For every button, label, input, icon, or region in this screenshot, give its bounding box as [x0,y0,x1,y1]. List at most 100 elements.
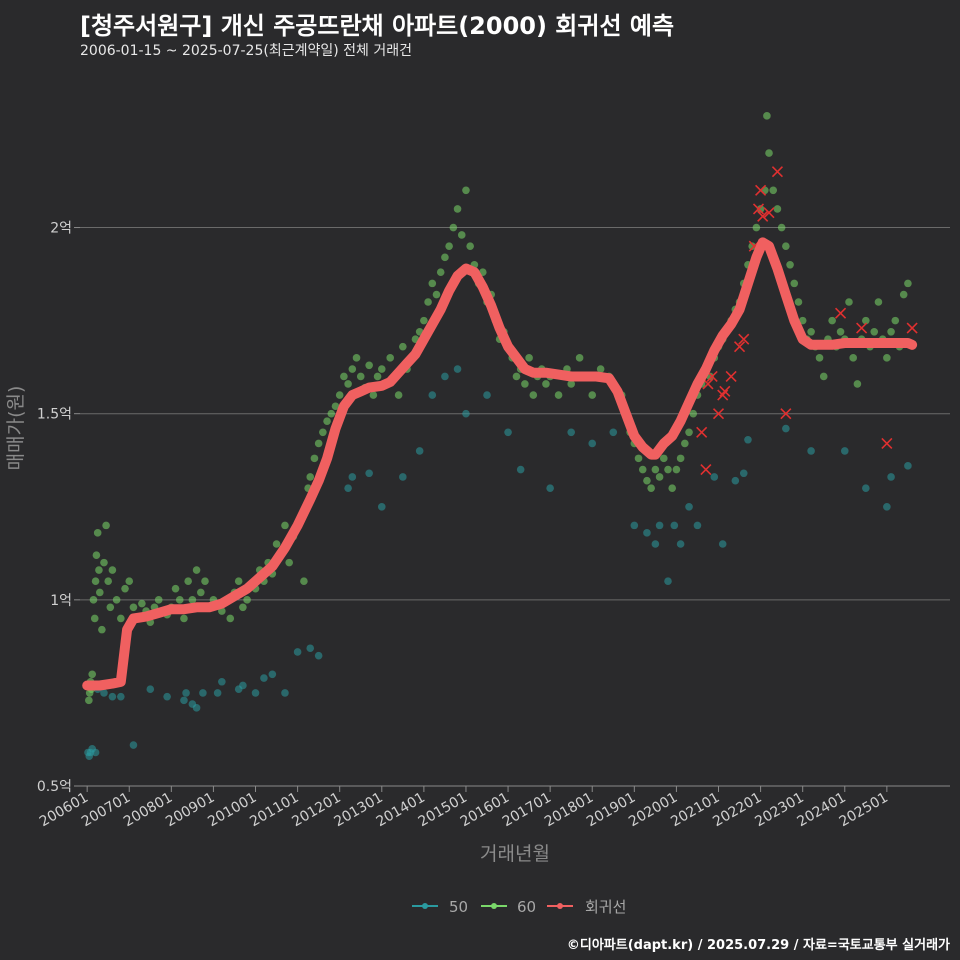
data-point-50 [483,391,491,399]
data-point-60 [807,327,815,336]
data-point-60 [445,242,453,250]
data-point-50 [453,365,462,373]
data-point-60 [420,316,428,325]
data-point-50 [643,529,651,537]
data-point-60 [828,316,836,325]
data-point-50 [744,435,752,444]
data-point-60 [887,327,895,336]
data-point-50 [840,447,849,455]
data-point-50 [904,462,912,470]
data-point-60 [91,577,100,586]
data-point-50 [344,484,352,492]
data-point-60 [331,402,340,411]
data-point-50 [251,689,260,697]
data-point-60 [668,484,677,492]
data-point-50 [306,644,315,653]
data-point-50 [348,473,357,481]
data-point-50 [100,689,108,697]
data-point-60 [756,205,765,213]
data-point-50 [670,521,679,530]
data-point-60 [98,625,106,634]
data-point-50 [862,484,870,492]
data-point-50 [163,692,171,701]
data-point-60 [634,454,643,463]
data-point-60 [112,596,121,604]
highlight-marker [881,437,893,450]
data-point-60 [184,577,192,586]
data-point-60 [300,577,308,586]
data-point-50 [693,521,702,530]
data-point-60 [226,614,235,623]
data-point-60 [394,391,403,399]
data-point-60 [344,380,352,388]
data-point-50 [504,428,512,437]
highlight-marker [700,463,712,476]
data-point-60 [664,465,672,474]
data-point-60 [853,380,862,388]
data-point-60 [651,465,660,474]
data-point-60 [102,521,110,530]
data-point-60 [327,409,336,418]
data-point-60 [171,584,180,593]
data-point-60 [845,298,853,306]
highlight-marker [712,408,725,420]
data-point-60 [441,253,449,262]
data-point-50 [685,502,693,511]
data-point-50 [146,685,155,693]
data-point-60 [108,566,117,574]
data-point-50 [218,677,226,686]
data-point-50 [192,704,201,712]
data-point-60 [685,428,693,437]
highlight-marker [780,408,792,420]
data-point-60 [272,540,281,548]
highlight-marker [835,307,847,319]
y-tick-label: 1.5억 [37,407,72,423]
data-point-60 [676,454,685,463]
data-point-60 [356,372,365,381]
data-point-50 [377,502,386,511]
data-point-50 [281,689,289,697]
data-point-60 [647,484,655,492]
series-60-points [85,112,912,705]
data-point-60 [891,316,900,325]
highlight-marker [763,207,775,219]
data-point-60 [462,186,470,195]
highlight-marker [906,322,918,334]
data-point-50 [676,540,685,548]
highlight-marker [752,203,765,215]
legend-item-60: 60 [481,898,536,916]
data-point-60 [836,327,845,336]
data-point-60 [90,614,99,623]
data-point-60 [904,279,912,288]
grid-lines [80,227,950,601]
chart-subtitle: 2006-01-15 ~ 2025-07-25(최근계약일) 전체 거래건 [80,43,412,59]
data-point-60 [790,279,799,288]
data-point-60 [554,391,563,399]
data-point-60 [154,596,163,604]
data-point-50 [365,469,373,478]
data-point-60 [763,112,771,120]
y-tick-label: 0.5억 [37,779,72,795]
data-point-60 [104,577,113,586]
data-point-50 [807,447,815,455]
data-point-60 [188,596,197,604]
data-point-60 [239,603,247,612]
legend-item-50: 50 [412,898,468,916]
data-point-60 [85,696,93,705]
data-point-60 [121,584,129,593]
data-point-50 [314,651,323,660]
data-point-60 [672,465,681,474]
data-point-50 [651,540,660,548]
data-point-60 [95,588,104,597]
data-point-60 [95,566,103,574]
data-point-60 [352,354,361,362]
data-point-60 [340,372,348,381]
data-point-50 [399,473,407,481]
data-point-50 [182,689,190,697]
data-point-50 [462,409,470,418]
data-point-60 [681,439,689,448]
data-point-50 [609,428,618,437]
data-point-60 [849,354,857,362]
data-point-50 [91,748,100,757]
